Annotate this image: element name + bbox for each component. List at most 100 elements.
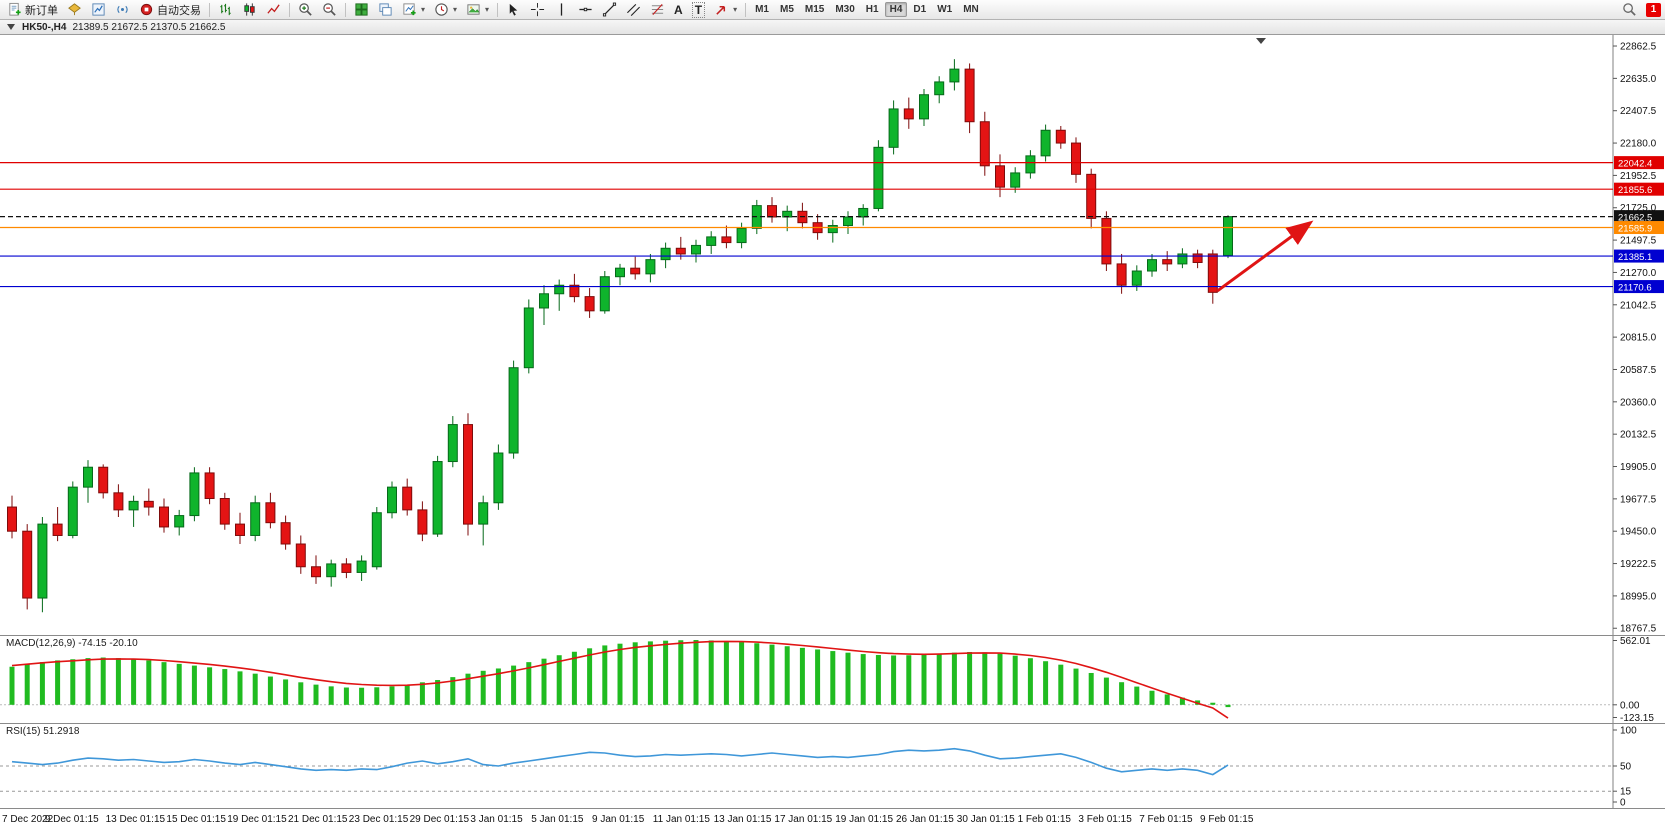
- time-axis-label: 21 Dec 01:15: [288, 814, 348, 825]
- dropdown-caret: ▾: [421, 5, 426, 14]
- svg-text:0.00: 0.00: [1620, 700, 1640, 711]
- timeframe-m15[interactable]: M15: [804, 4, 825, 15]
- svg-text:22635.0: 22635.0: [1620, 74, 1657, 85]
- indicators-button[interactable]: ▾: [398, 1, 429, 18]
- svg-text:21270.0: 21270.0: [1620, 268, 1657, 279]
- time-axis-label: 23 Dec 01:15: [348, 814, 409, 825]
- main-chart-canvas[interactable]: 22862.5 22635.0 22407.5 22180.0 21952.5 21725…: [0, 35, 1665, 635]
- time-axis-label: 5 Jan 01:15: [531, 814, 584, 825]
- auto-trading-button[interactable]: 自动交易: [135, 1, 205, 18]
- toolbar-separator: [345, 2, 346, 17]
- timeframe-m1[interactable]: M1: [755, 4, 769, 15]
- macd-panel: MACD(12,26,9) -74.15 -20.10 562.01 0.00 -1…: [0, 635, 1665, 723]
- shapes-button[interactable]: ▾: [710, 1, 741, 18]
- cascade-windows-button[interactable]: [374, 1, 397, 18]
- tile-windows-button[interactable]: [350, 1, 373, 18]
- svg-text:19677.5: 19677.5: [1620, 494, 1657, 505]
- auto-trading-icon: [140, 3, 153, 16]
- svg-text:22862.5: 22862.5: [1620, 42, 1657, 53]
- svg-text:22407.5: 22407.5: [1620, 106, 1657, 117]
- cursor-button[interactable]: [502, 1, 525, 18]
- candlestick-chart-button[interactable]: [238, 1, 261, 18]
- trendline-button[interactable]: [598, 1, 621, 18]
- chart-menu-icon: [7, 24, 15, 30]
- signals-button[interactable]: [111, 1, 134, 18]
- macd-signal-line: [11, 640, 1229, 719]
- horizontal-line-icon: [579, 7, 592, 12]
- notification-badge[interactable]: 1: [1646, 2, 1661, 17]
- svg-text:21662.5: 21662.5: [1618, 212, 1652, 223]
- toolbar-separator: [745, 2, 747, 17]
- time-axis-label: 13 Dec 01:15: [105, 814, 166, 825]
- templates-button[interactable]: ▾: [462, 1, 493, 18]
- label-tool-icon: T: [691, 1, 706, 18]
- svg-text:22042.4: 22042.4: [1618, 158, 1652, 169]
- chart-window-icon: [92, 3, 105, 16]
- main-toolbar: 新订单 自动交易 ▾ ▾ ▾: [0, 0, 1665, 20]
- time-axis-label: 1 Feb 01:15: [1017, 814, 1071, 825]
- macd-canvas[interactable]: 562.01 0.00 -123.15: [0, 636, 1665, 723]
- dropdown-caret: ▾: [733, 5, 738, 14]
- text-tool-button[interactable]: A: [670, 1, 687, 18]
- svg-text:21585.9: 21585.9: [1618, 223, 1652, 234]
- label-tool-button[interactable]: T: [688, 1, 709, 18]
- cursor-icon: [509, 3, 518, 16]
- level-lines: [0, 162, 1613, 288]
- price-axis: 22862.5 22635.0 22407.5 22180.0 21952.5 21725…: [1612, 35, 1657, 635]
- favorites-icon: [68, 3, 81, 16]
- vertical-line-button[interactable]: [550, 1, 573, 18]
- time-axis-label: 15 Dec 01:15: [166, 814, 226, 825]
- tile-windows-icon: [355, 3, 368, 16]
- svg-text:21385.1: 21385.1: [1618, 252, 1652, 263]
- timeframe-h4[interactable]: H4: [884, 2, 908, 17]
- toolbar-separator: [289, 2, 290, 17]
- cascade-windows-icon: [379, 3, 392, 16]
- fibonacci-button[interactable]: [646, 1, 669, 18]
- toolbar-separator: [209, 2, 210, 17]
- new-order-icon: [9, 2, 21, 16]
- chart-shift-marker: [1256, 38, 1266, 44]
- time-axis-label: 19 Dec 01:15: [227, 814, 287, 825]
- macd-histogram: [9, 640, 1231, 708]
- zoom-out-button[interactable]: [318, 1, 341, 18]
- time-axis-label: 26 Jan 01:15: [896, 814, 954, 825]
- line-chart-button[interactable]: [262, 1, 285, 18]
- crosshair-button[interactable]: [526, 1, 549, 18]
- time-axis-label: 19 Jan 01:15: [835, 814, 894, 825]
- signal-icon: [117, 5, 128, 14]
- timeframe-mn[interactable]: MN: [963, 4, 979, 15]
- timeframe-m30[interactable]: M30: [835, 4, 855, 15]
- svg-text:20360.0: 20360.0: [1620, 397, 1657, 408]
- timeframe-h1[interactable]: H1: [865, 4, 879, 15]
- timeframe-w1[interactable]: W1: [937, 4, 953, 15]
- chart-caption-bar[interactable]: HK50-,H4 21389.5 21672.5 21370.5 21662.5: [0, 20, 1665, 35]
- dropdown-caret: ▾: [453, 5, 458, 14]
- rsi-canvas[interactable]: 100 50 150: [0, 724, 1665, 808]
- new-order-button[interactable]: 新订单: [3, 1, 62, 18]
- channel-button[interactable]: [622, 1, 645, 18]
- svg-text:20587.5: 20587.5: [1620, 365, 1657, 376]
- favorites-button[interactable]: [63, 1, 86, 18]
- svg-text:21725.0: 21725.0: [1620, 203, 1657, 214]
- search-button[interactable]: [1618, 1, 1641, 18]
- periods-menu-button[interactable]: ▾: [430, 1, 461, 18]
- bar-chart-button[interactable]: [214, 1, 237, 18]
- zoom-in-icon: [299, 3, 312, 16]
- time-axis-label: 29 Dec 01:15: [409, 814, 470, 825]
- svg-text:18995.0: 18995.0: [1620, 591, 1657, 602]
- time-axis[interactable]: 7 Dec 2022 9 Dec 01:15 13 Dec 01:15 15 Dec …: [0, 808, 1665, 832]
- time-axis-label: 17 Jan 01:15: [774, 814, 833, 825]
- add-indicator-icon: [403, 3, 416, 16]
- rsi-line: [11, 747, 1229, 776]
- bar-chart-icon: [220, 3, 231, 16]
- candles-layer: [7, 59, 1233, 613]
- zoom-in-button[interactable]: [294, 1, 317, 18]
- market-watch-button[interactable]: [87, 1, 110, 18]
- arrow-shape-icon: [716, 5, 726, 15]
- candlestick-icon: [244, 3, 255, 16]
- horizontal-line-button[interactable]: [574, 1, 597, 18]
- timeframe-m5[interactable]: M5: [779, 4, 794, 15]
- svg-text:19905.0: 19905.0: [1620, 462, 1657, 473]
- svg-text:21855.6: 21855.6: [1618, 185, 1652, 196]
- timeframe-d1[interactable]: D1: [913, 4, 927, 15]
